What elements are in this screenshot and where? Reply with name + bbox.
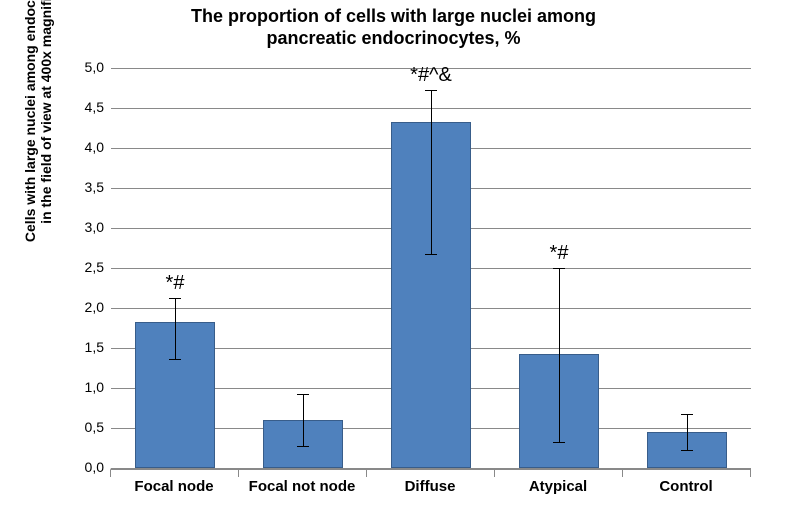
x-tick	[750, 470, 751, 477]
error-bar	[559, 268, 560, 442]
chart-container: The proportion of cells with large nucle…	[0, 0, 787, 514]
x-tick	[238, 470, 239, 477]
y-tick-label: 1,0	[64, 379, 104, 395]
x-tick-label: Focal not node	[238, 478, 366, 495]
error-bar	[175, 298, 176, 360]
error-bar	[431, 90, 432, 254]
error-cap	[169, 359, 181, 360]
error-cap	[681, 450, 693, 451]
y-tick-label: 4,0	[64, 139, 104, 155]
y-tick-label: 5,0	[64, 59, 104, 75]
significance-annotation: *#	[135, 272, 215, 295]
error-cap	[297, 394, 309, 395]
error-cap	[297, 446, 309, 447]
x-tick	[110, 470, 111, 477]
y-tick-label: 0,0	[64, 459, 104, 475]
plot-area: *#*#^&*#	[110, 68, 751, 470]
error-cap	[553, 268, 565, 269]
y-tick-label: 4,5	[64, 99, 104, 115]
y-tick-label: 0,5	[64, 419, 104, 435]
ylabel-line-2: in the field of view at 400x magnificati…	[38, 0, 54, 224]
chart-title: The proportion of cells with large nucle…	[0, 6, 787, 49]
error-cap	[425, 254, 437, 255]
x-tick-label: Atypical	[494, 478, 622, 495]
error-cap	[553, 442, 565, 443]
error-cap	[681, 414, 693, 415]
error-bar	[687, 414, 688, 451]
significance-annotation: *#	[519, 242, 599, 265]
title-line-2: pancreatic endocrinocytes, %	[266, 28, 520, 48]
significance-annotation: *#^&	[391, 64, 471, 87]
y-tick-label: 2,0	[64, 299, 104, 315]
error-cap	[425, 90, 437, 91]
y-tick-label: 3,5	[64, 179, 104, 195]
x-tick	[622, 470, 623, 477]
ylabel-line-1: Cells with large nuclei among endocrinoc…	[22, 0, 38, 242]
x-tick	[366, 470, 367, 477]
y-tick-label: 3,0	[64, 219, 104, 235]
x-tick-label: Focal node	[110, 478, 238, 495]
title-line-1: The proportion of cells with large nucle…	[191, 6, 596, 26]
x-tick	[494, 470, 495, 477]
x-tick-label: Control	[622, 478, 750, 495]
y-tick-label: 2,5	[64, 259, 104, 275]
x-tick-label: Diffuse	[366, 478, 494, 495]
error-cap	[169, 298, 181, 299]
error-bar	[303, 394, 304, 447]
y-tick-label: 1,5	[64, 339, 104, 355]
